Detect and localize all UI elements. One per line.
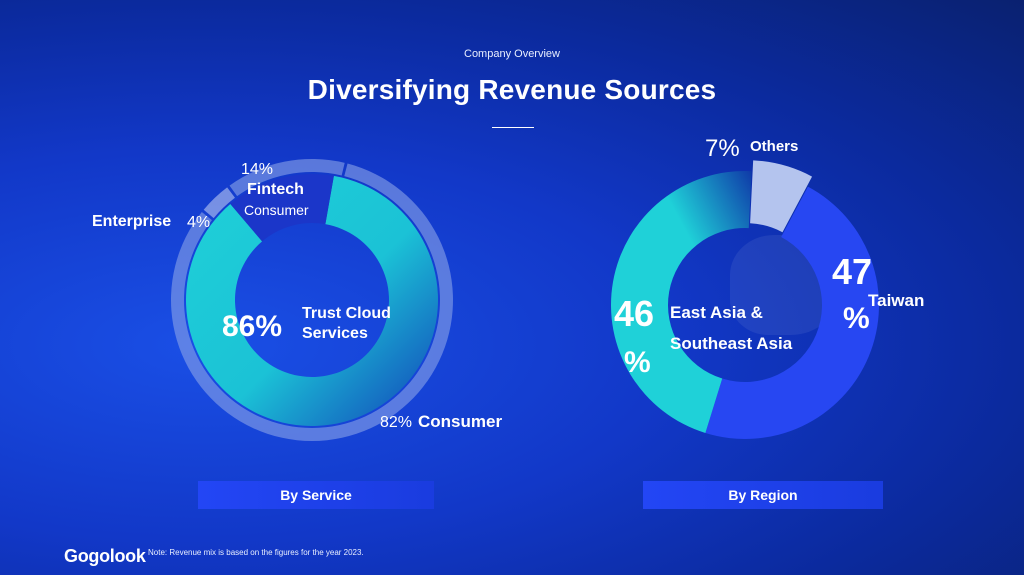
service-fintech-label: Fintech xyxy=(247,181,304,198)
service-pct-trust-label: 86% xyxy=(222,310,283,343)
region-pct-others-label: 7% xyxy=(705,135,740,162)
footnote: Note: Revenue mix is based on the figure… xyxy=(148,548,364,557)
slide-title: Diversifying Revenue Sources xyxy=(307,74,717,105)
region-pct-taiwan-number: 47 xyxy=(832,251,873,292)
gogolook-logo: Gogolook xyxy=(64,546,146,566)
service-trust-label-line1: Trust Cloud xyxy=(302,305,391,322)
service-pct-consumer-label: 82% xyxy=(380,414,413,431)
region-others-label: Others xyxy=(750,138,799,155)
region-pct-asia-number: 46 xyxy=(614,293,655,334)
inner-ring-slice-fintech xyxy=(230,174,334,242)
service-fintech-sub-label: Consumer xyxy=(244,202,309,218)
by-region-button[interactable]: By Region xyxy=(643,481,883,509)
region-taiwan-label: Taiwan xyxy=(868,291,925,310)
region-pct-taiwan-sign: % xyxy=(843,302,870,335)
slide-kicker: Company Overview xyxy=(464,48,560,60)
service-trust-label-line2: Services xyxy=(302,325,368,342)
service-pct-enterprise-label: 4% xyxy=(187,214,211,231)
region-slice-others xyxy=(750,160,813,233)
region-slice-taiwan xyxy=(705,186,879,439)
region-pct-asia-sign: % xyxy=(624,346,651,379)
region-asia-label-line2: Southeast Asia xyxy=(670,334,793,353)
outer-ring-slice-consumer-2 xyxy=(229,159,345,197)
inner-ring-slice-trust-cloud-services xyxy=(186,175,439,427)
title-divider xyxy=(492,127,534,128)
service-consumer-label: Consumer xyxy=(418,412,503,431)
service-enterprise-label: Enterprise xyxy=(92,213,172,230)
region-slice-east-asia-southeast-asia xyxy=(611,171,752,434)
region-asia-label-line1: East Asia & xyxy=(670,303,763,322)
service-pct-fintech-label: 14% xyxy=(241,161,274,178)
by-service-button[interactable]: By Service xyxy=(198,481,434,509)
outer-ring-slice-enterprise-1 xyxy=(203,187,235,219)
